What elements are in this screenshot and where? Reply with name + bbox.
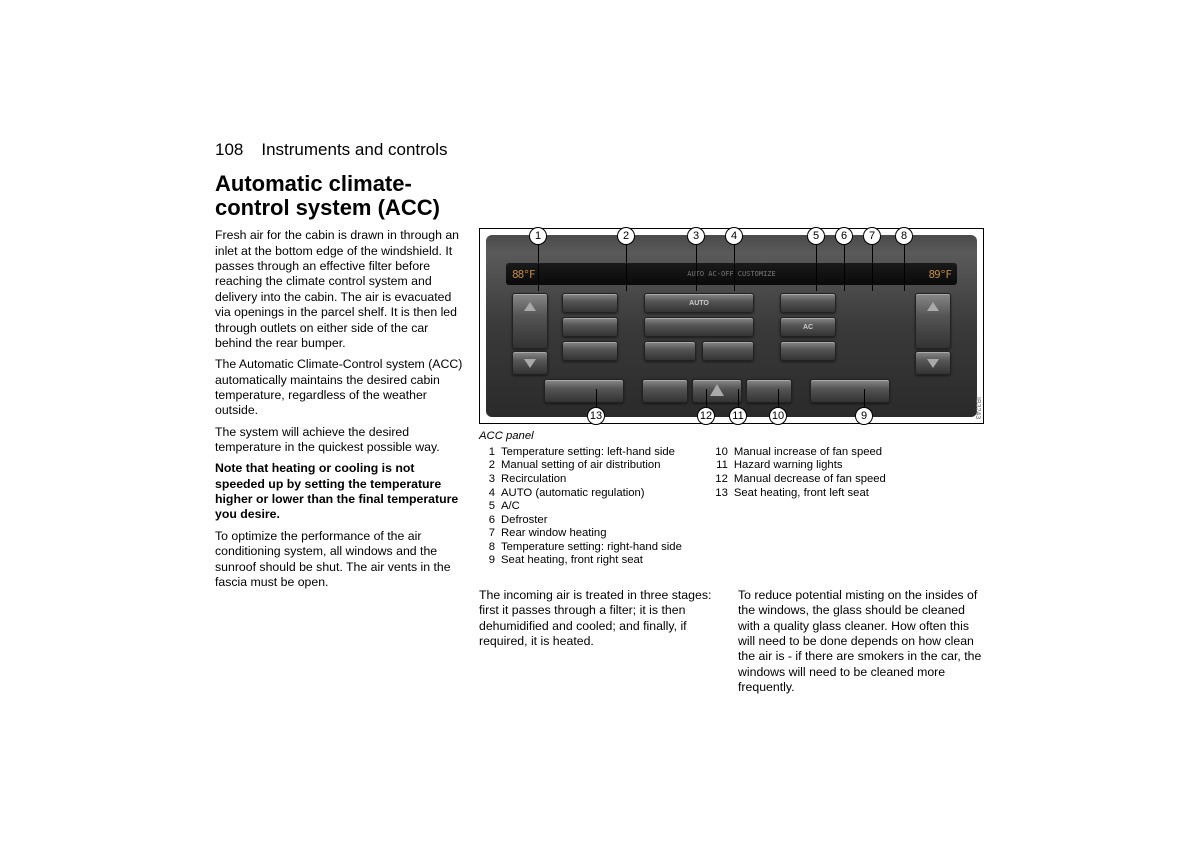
temp-right-rocker: [915, 293, 951, 349]
caption-item: 13Seat heating, front left seat: [712, 487, 886, 501]
body-para: To optimize the performance of the air c…: [215, 529, 463, 590]
recirc-button: [644, 317, 754, 337]
caption-item: 12Manual decrease of fan speed: [712, 473, 886, 487]
hazard-button: [692, 379, 742, 403]
callout-line: [864, 389, 865, 409]
body-para: Fresh air for the cabin is drawn in thro…: [215, 228, 463, 351]
callout-line: [538, 245, 539, 291]
temp-left-rocker: [512, 293, 548, 349]
manual-page: 108 Instruments and controls Automatic c…: [215, 140, 985, 695]
callout-number: 11: [729, 407, 747, 425]
left-column: Fresh air for the cabin is drawn in thro…: [215, 228, 463, 596]
display-temp-right: 89°F: [928, 268, 951, 281]
page-number: 108: [215, 140, 243, 160]
callout-line: [734, 245, 735, 291]
display-temp-left: 88°F: [512, 268, 535, 281]
callout-line: [844, 245, 845, 291]
triangle-up-icon: [927, 302, 939, 311]
body-para: The Automatic Climate-Control system (AC…: [215, 357, 463, 418]
caption-item: 11Hazard warning lights: [712, 459, 886, 473]
fan-up-button: [702, 341, 754, 361]
fan-plus-button: [746, 379, 792, 403]
image-id: IB3243: [974, 397, 981, 419]
caption-item: 4AUTO (automatic regulation): [479, 487, 682, 501]
air-dist-button: [562, 293, 618, 313]
callout-line: [872, 245, 873, 291]
ac-label: AC: [781, 318, 835, 336]
caption-item: 2Manual setting of air distribution: [479, 459, 682, 473]
auto-button: AUTO: [644, 293, 754, 313]
callout-line: [596, 389, 597, 409]
body-para: The system will achieve the desired temp…: [215, 425, 463, 456]
caption-item: 3Recirculation: [479, 473, 682, 487]
fan-down-button: [644, 341, 696, 361]
seat-heat-left-button: [544, 379, 624, 403]
callout-number: 10: [769, 407, 787, 425]
page-header: 108 Instruments and controls: [215, 140, 985, 160]
callout-line: [738, 389, 739, 409]
seat-heat-right-button: [810, 379, 890, 403]
hazard-triangle-icon: [710, 384, 724, 396]
air-dist-button: [562, 341, 618, 361]
callout-number: 12: [697, 407, 715, 425]
acc-panel-figure: 12345678 131211109 88°F AUTO AC-OFF CUST…: [479, 228, 984, 424]
callout-number: 9: [855, 407, 873, 425]
air-dist-button: [562, 317, 618, 337]
figure-caption: ACC panel 1Temperature setting: left-han…: [479, 430, 985, 567]
display-center: AUTO AC-OFF CUSTOMIZE: [687, 270, 776, 278]
callout-number: 13: [587, 407, 605, 425]
temp-right-down: [915, 351, 951, 375]
bottom-para-left: The incoming air is treated in three sta…: [479, 588, 724, 696]
article-title: Automatic climate-control system (ACC): [215, 172, 463, 220]
caption-list-right: 10Manual increase of fan speed11Hazard w…: [712, 446, 886, 568]
callout-line: [816, 245, 817, 291]
acc-display: 88°F AUTO AC-OFF CUSTOMIZE 89°F: [506, 263, 957, 285]
triangle-down-icon: [927, 359, 939, 368]
bottom-para-right: To reduce potential misting on the insid…: [738, 588, 983, 696]
caption-item: 5A/C: [479, 500, 682, 514]
caption-item: 6Defroster: [479, 514, 682, 528]
bottom-columns: The incoming air is treated in three sta…: [479, 588, 985, 696]
caption-item: 8Temperature setting: right-hand side: [479, 541, 682, 555]
caption-item: 1Temperature setting: left-hand side: [479, 446, 682, 460]
triangle-up-icon: [524, 302, 536, 311]
rear-defrost-button: [780, 341, 836, 361]
note-bold: Note that heating or cooling is not spee…: [215, 461, 463, 522]
callout-line: [696, 245, 697, 291]
caption-item: 7Rear window heating: [479, 527, 682, 541]
defrost-button: [780, 293, 836, 313]
caption-item: 9Seat heating, front right seat: [479, 554, 682, 568]
triangle-down-icon: [524, 359, 536, 368]
callout-line: [626, 245, 627, 291]
ac-button: AC: [780, 317, 836, 337]
caption-item: 10Manual increase of fan speed: [712, 446, 886, 460]
callout-line: [778, 389, 779, 409]
section-title: Instruments and controls: [261, 140, 447, 160]
callout-line: [706, 389, 707, 409]
temp-left-down: [512, 351, 548, 375]
auto-label: AUTO: [645, 294, 753, 312]
caption-list-left: 1Temperature setting: left-hand side2Man…: [479, 446, 682, 568]
callout-line: [904, 245, 905, 291]
fan-minus-button: [642, 379, 688, 403]
right-area: 12345678 131211109 88°F AUTO AC-OFF CUST…: [479, 228, 985, 695]
caption-title: ACC panel: [479, 430, 985, 444]
